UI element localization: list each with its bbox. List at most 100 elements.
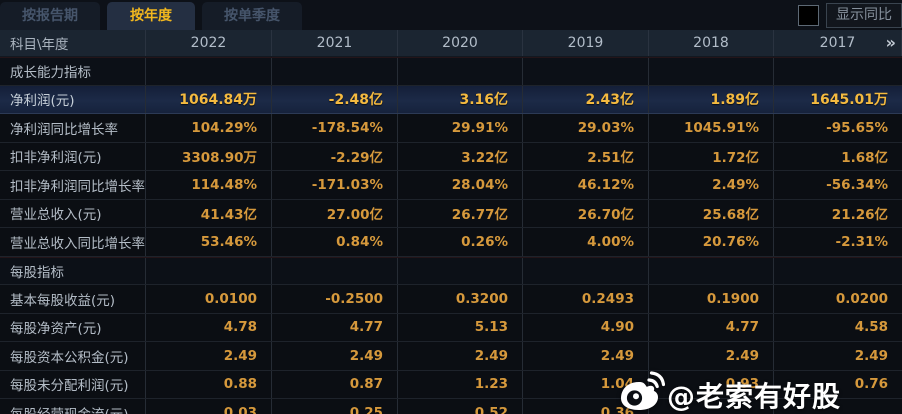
cell-value: -2.29亿 bbox=[272, 142, 398, 170]
cell-value: 53.46% bbox=[146, 228, 272, 256]
table-row[interactable]: 营业总收入(元) 41.43亿 27.00亿 26.77亿 26.70亿 25.68亿 21… bbox=[0, 199, 902, 228]
cell-value: 1.68亿 bbox=[841, 150, 888, 167]
section-label: 成长能力指标 bbox=[0, 58, 146, 85]
row-label: 扣非净利润同比增长率 bbox=[0, 171, 146, 199]
cell-value: 3.22亿 bbox=[398, 142, 523, 170]
cell-value: 20.76% bbox=[649, 228, 774, 256]
cell-value: 0.25 bbox=[272, 399, 398, 414]
cell-value: -171.03% bbox=[272, 171, 398, 199]
row-label: 每股资本公积金(元) bbox=[0, 342, 146, 370]
row-label: 净利润(元) bbox=[0, 85, 146, 113]
period-tabbar: 按报告期 按年度 按单季度 显示同比 bbox=[0, 0, 902, 30]
section-label: 每股指标 bbox=[0, 257, 146, 284]
cell-value bbox=[523, 257, 649, 284]
cell-value bbox=[146, 257, 272, 284]
cell-value: 4.77 bbox=[649, 313, 774, 341]
show-yoy-label[interactable]: 显示同比 bbox=[826, 3, 902, 28]
table-row[interactable]: 净利润同比增长率 104.29% -178.54% 29.91% 29.03% 1045.… bbox=[0, 114, 902, 143]
cell-value: 2.49 bbox=[649, 342, 774, 370]
cell-value bbox=[774, 58, 902, 85]
cell-value: 3.16亿 bbox=[398, 85, 523, 113]
cell-value: 0.3200 bbox=[398, 285, 523, 313]
cell-value: 1045.91% bbox=[649, 114, 774, 142]
cell-value: 2.49 bbox=[146, 342, 272, 370]
cell-value: -178.54% bbox=[272, 114, 398, 142]
row-label: 净利润同比增长率 bbox=[0, 114, 146, 142]
cell-value: 5.13 bbox=[398, 313, 523, 341]
cell-value: 26.77亿 bbox=[398, 199, 523, 227]
cell-value: 1645.01万 bbox=[810, 92, 888, 109]
cell-value: 1.23 bbox=[398, 370, 523, 398]
more-columns-icon[interactable]: » bbox=[885, 33, 896, 52]
year-column-header-2020: 2020 bbox=[398, 30, 523, 56]
year-column-header-2022: 2022 bbox=[146, 30, 272, 56]
year-column-header-2021: 2021 bbox=[272, 30, 398, 56]
tab-by-year[interactable]: 按年度 bbox=[107, 2, 195, 30]
table-body: 成长能力指标 净利润(元) 1064.84万 -2.48亿 3.16亿 2.43亿 1.89… bbox=[0, 57, 902, 414]
cell-value: 0.03 bbox=[146, 399, 272, 414]
cell-value bbox=[398, 257, 523, 284]
cell-value: 28.04% bbox=[398, 171, 523, 199]
cell-value: 29.91% bbox=[398, 114, 523, 142]
cell-value: 27.00亿 bbox=[272, 199, 398, 227]
cell-value: 1.04 bbox=[523, 370, 649, 398]
row-label: 每股经营现金流(元) bbox=[0, 399, 146, 414]
cell-value: 2.49 bbox=[272, 342, 398, 370]
cell-value: 2.49 bbox=[854, 347, 888, 364]
cell-value bbox=[774, 399, 902, 414]
yoy-controls: 显示同比 bbox=[798, 3, 902, 28]
cell-value bbox=[649, 58, 774, 85]
cell-value: 1.89亿 bbox=[649, 85, 774, 113]
show-yoy-checkbox[interactable] bbox=[798, 5, 819, 26]
cell-value: 2.49 bbox=[398, 342, 523, 370]
cell-value: 25.68亿 bbox=[649, 199, 774, 227]
cell-value: -2.48亿 bbox=[272, 85, 398, 113]
cell-value: 0.26% bbox=[398, 228, 523, 256]
row-label: 扣非净利润(元) bbox=[0, 142, 146, 170]
tab-by-quarter[interactable]: 按单季度 bbox=[202, 2, 302, 30]
cell-value bbox=[272, 257, 398, 284]
table-row[interactable]: 扣非净利润(元) 3308.90万 -2.29亿 3.22亿 2.51亿 1.72亿 1.6… bbox=[0, 142, 902, 171]
cell-value bbox=[649, 399, 774, 414]
cell-value: 1.72亿 bbox=[649, 142, 774, 170]
table-row[interactable]: 每股净资产(元) 4.78 4.77 5.13 4.90 4.77 4.58 bbox=[0, 313, 902, 342]
row-label: 每股未分配利润(元) bbox=[0, 370, 146, 398]
year-column-header-2019: 2019 bbox=[523, 30, 649, 56]
cell-value: 0.0200 bbox=[835, 290, 888, 307]
cell-value: -95.65% bbox=[826, 119, 888, 136]
cell-value: 4.78 bbox=[146, 313, 272, 341]
cell-value bbox=[398, 58, 523, 85]
table-row[interactable]: 营业总收入同比增长率 53.46% 0.84% 0.26% 4.00% 20.76% -2.… bbox=[0, 228, 902, 257]
cell-value: 114.48% bbox=[146, 171, 272, 199]
section-row: 每股指标 bbox=[0, 256, 902, 285]
cell-value: 2.49% bbox=[649, 171, 774, 199]
cell-value: 46.12% bbox=[523, 171, 649, 199]
row-label: 营业总收入(元) bbox=[0, 199, 146, 227]
cell-value: 0.52 bbox=[398, 399, 523, 414]
cell-value: 0.84% bbox=[272, 228, 398, 256]
section-row: 成长能力指标 bbox=[0, 57, 902, 86]
cell-value: 26.70亿 bbox=[523, 199, 649, 227]
table-row[interactable]: 每股经营现金流(元)0.030.250.520.36 bbox=[0, 399, 902, 414]
cell-value bbox=[649, 257, 774, 284]
cell-value bbox=[272, 58, 398, 85]
table-row[interactable]: 基本每股收益(元) 0.0100 -0.2500 0.3200 0.2493 0.1900… bbox=[0, 285, 902, 314]
cell-value: 41.43亿 bbox=[146, 199, 272, 227]
cell-value: 4.00% bbox=[523, 228, 649, 256]
table-row[interactable]: 扣非净利润同比增长率 114.48% -171.03% 28.04% 46.12% 2.4… bbox=[0, 171, 902, 200]
table-header-row: 科目\年度 2022 2021 2020 2019 2018 2017» bbox=[0, 30, 902, 57]
table-row[interactable]: 每股资本公积金(元) 2.49 2.49 2.49 2.49 2.49 2.49 bbox=[0, 342, 902, 371]
cell-value: 0.88 bbox=[146, 370, 272, 398]
cell-value: 2.51亿 bbox=[523, 142, 649, 170]
corner-header-label: 科目\年度 bbox=[0, 30, 146, 56]
table-row[interactable]: 每股未分配利润(元) 0.88 0.87 1.23 1.04 0.93 0.76 bbox=[0, 370, 902, 399]
cell-value: 1064.84万 bbox=[146, 85, 272, 113]
table-row[interactable]: 净利润(元) 1064.84万 -2.48亿 3.16亿 2.43亿 1.89亿 1645.… bbox=[0, 85, 902, 114]
cell-value: -2.31% bbox=[835, 233, 888, 250]
cell-value: 21.26亿 bbox=[831, 207, 888, 224]
cell-value: 0.1900 bbox=[649, 285, 774, 313]
cell-value: 0.36 bbox=[523, 399, 649, 414]
cell-value: 0.76 bbox=[854, 376, 888, 393]
tab-by-report-period[interactable]: 按报告期 bbox=[0, 2, 100, 30]
